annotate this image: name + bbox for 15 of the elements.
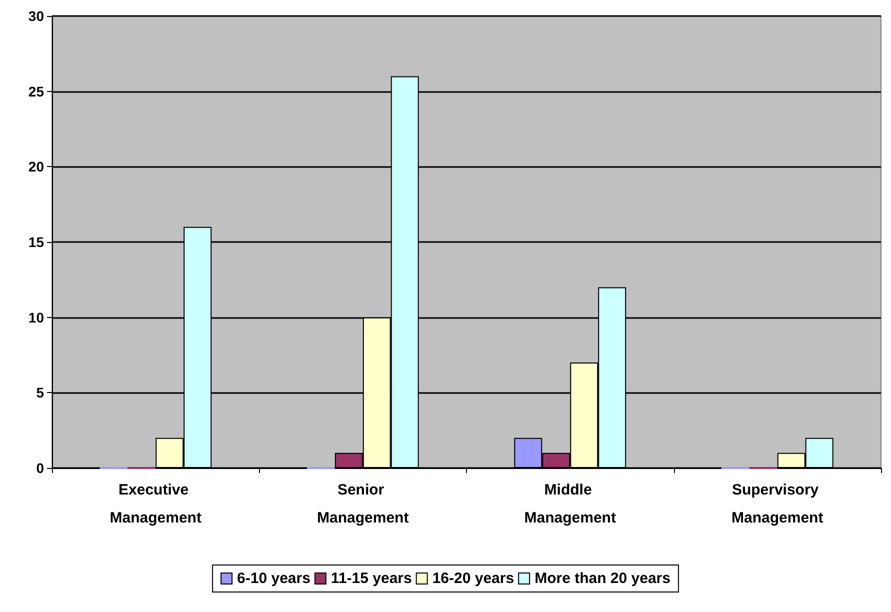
y-tick-label: 25 xyxy=(28,83,44,100)
y-tick-label: 15 xyxy=(28,234,44,250)
legend-label: 16-20 years xyxy=(432,570,514,587)
x-tick-label: Senior Management xyxy=(317,482,409,526)
y-tick-label: 20 xyxy=(28,158,44,175)
x-tick-label: Supervisory Management xyxy=(732,482,824,526)
y-tick-label: 5 xyxy=(36,384,44,401)
y-tick-label: 30 xyxy=(28,8,44,24)
y-tick-label: 0 xyxy=(36,460,44,476)
legend-label: 6-10 years xyxy=(237,570,310,587)
y-tick-label: 10 xyxy=(28,309,44,326)
x-tick-label: Executive Management xyxy=(110,482,202,526)
legend-label: More than 20 years xyxy=(534,570,670,587)
legend-label: 11-15 years xyxy=(330,570,412,587)
x-tick-label: Middle Management xyxy=(524,482,616,526)
